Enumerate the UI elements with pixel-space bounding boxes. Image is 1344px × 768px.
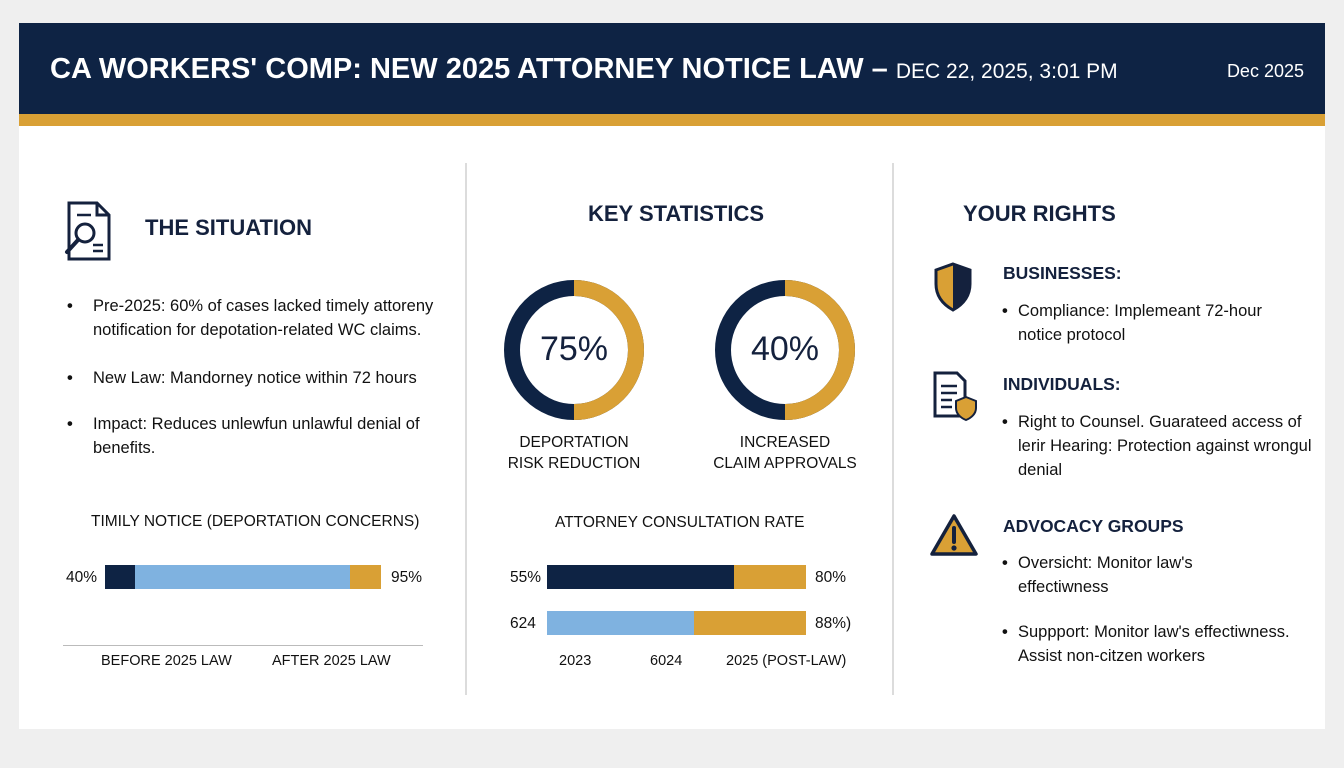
rights-title: YOUR RIGHTS <box>963 201 1116 226</box>
list-item: • Compliance: Implemeant 72-hour notice p… <box>1002 302 1262 344</box>
row-left-label: 55% <box>510 569 542 586</box>
row-right-label: 88%) <box>815 615 852 632</box>
consultation-bar-1 <box>547 565 806 589</box>
axis-label: BEFORE 2025 LAW <box>101 653 232 669</box>
after-segment <box>350 565 381 589</box>
header-accent-bar <box>19 114 1325 126</box>
row-left-label: 624 <box>510 615 536 632</box>
list-item: • Impact: Reduces unlewfun unlawful denia… <box>67 415 420 457</box>
donut-label: INCREASED CLAIM APPROVALS <box>713 434 857 472</box>
donut-arc <box>573 280 644 420</box>
middle-segment <box>135 565 350 589</box>
bar-segment <box>547 611 694 635</box>
donut-chart-2: 40% <box>715 280 855 420</box>
axis-label: 6024 <box>650 653 683 669</box>
chart-title: ATTORNEY CONSULTATION RATE <box>555 514 805 531</box>
document-shield-icon <box>933 371 977 422</box>
individuals-heading: INDIVIDUALS: <box>1003 374 1121 394</box>
list-item: • Right to Counsel. Guarateed access of le… <box>1002 413 1312 479</box>
row-right-label: 80% <box>815 569 847 586</box>
donut-chart-1: 75% <box>504 280 644 420</box>
header-banner: CA WORKERS' COMP: NEW 2025 ATTORNEY NOTI… <box>19 23 1325 114</box>
axis-label: 2025 (POST-LAW) <box>726 653 847 669</box>
page-title: CA WORKERS' COMP: NEW 2025 ATTORNEY NOTI… <box>50 53 1118 85</box>
column-divider <box>892 163 894 695</box>
bar-segment <box>694 611 806 635</box>
shield-icon <box>934 262 972 312</box>
warning-icon <box>930 514 978 556</box>
header-timestamp: DEC 22, 2025, 3:01 PM <box>895 60 1118 83</box>
businesses-heading: BUSINESSES: <box>1003 263 1122 283</box>
chart-title: TIMILY NOTICE (DEPORTATION CONCERNS) <box>91 513 420 530</box>
timely-notice-bar <box>105 565 381 589</box>
list-item: • Suppport: Monitor law's effectiwness. A… <box>1002 623 1290 665</box>
list-item: • New Law: Mandorney notice within 72 hou… <box>67 369 417 387</box>
donut-value: 40% <box>751 330 819 368</box>
before-segment <box>105 565 135 589</box>
bar-segment <box>547 565 734 589</box>
axis-line <box>63 645 423 646</box>
list-item: • Oversicht: Monitor law's effectiwness <box>1002 554 1193 596</box>
situation-title: THE SITUATION <box>145 215 313 240</box>
axis-label: AFTER 2025 LAW <box>272 653 391 669</box>
list-item: • Pre-2025: 60% of cases lacked timely at… <box>67 297 434 339</box>
stats-title: KEY STATISTICS <box>588 201 765 226</box>
bar-segment <box>734 565 806 589</box>
infographic-card: CA WORKERS' COMP: NEW 2025 ATTORNEY NOTI… <box>19 23 1325 729</box>
bar-left-label: 40% <box>66 569 98 586</box>
donut-arc <box>784 280 855 420</box>
column-divider <box>465 163 467 695</box>
axis-label: 2023 <box>559 653 592 669</box>
document-search-icon <box>65 201 111 261</box>
header-date: Dec 2025 <box>1226 61 1304 81</box>
donut-value: 75% <box>540 330 608 368</box>
consultation-bar-2 <box>547 611 806 635</box>
donut-label: DEPORTATION RISK REDUCTION <box>507 434 641 472</box>
bar-right-label: 95% <box>391 569 423 586</box>
advocacy-heading: ADVOCACY GROUPS <box>1003 516 1184 536</box>
